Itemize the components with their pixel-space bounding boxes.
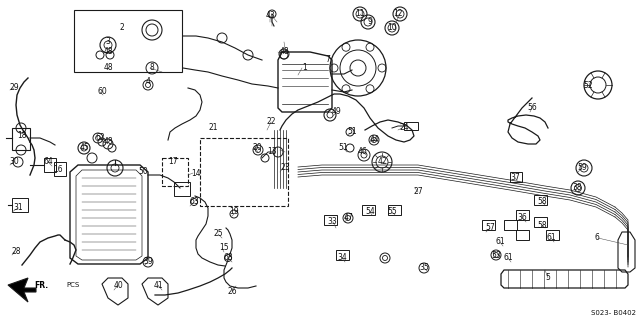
Text: 48: 48 <box>279 48 289 56</box>
Text: 20: 20 <box>252 144 262 152</box>
Text: 59: 59 <box>577 164 587 173</box>
Text: 39: 39 <box>143 257 153 266</box>
Text: 31: 31 <box>13 204 23 212</box>
Text: 3: 3 <box>106 38 111 47</box>
Text: 7: 7 <box>326 56 330 64</box>
Bar <box>174 182 190 196</box>
Text: FR.: FR. <box>34 280 48 290</box>
Text: 50: 50 <box>138 167 148 176</box>
Bar <box>482 220 495 230</box>
Text: 29: 29 <box>9 84 19 93</box>
Text: 46: 46 <box>358 147 368 157</box>
Bar <box>510 172 522 182</box>
Bar <box>12 128 30 150</box>
Text: 60: 60 <box>97 87 107 97</box>
Bar <box>362 205 375 215</box>
Text: 24: 24 <box>399 123 409 132</box>
Text: 45: 45 <box>79 144 89 152</box>
Text: 27: 27 <box>413 188 423 197</box>
Text: 55: 55 <box>387 207 397 217</box>
Text: 61: 61 <box>495 238 505 247</box>
Text: 6: 6 <box>595 234 600 242</box>
Bar <box>12 198 28 212</box>
Text: 37: 37 <box>510 174 520 182</box>
Text: 61: 61 <box>546 234 556 242</box>
Text: 53: 53 <box>491 250 501 259</box>
Text: 49: 49 <box>332 108 342 116</box>
Text: 8: 8 <box>150 63 154 72</box>
Text: PCS: PCS <box>66 282 79 288</box>
Text: 52: 52 <box>583 80 593 90</box>
Text: 51: 51 <box>338 144 348 152</box>
Text: 35: 35 <box>419 263 429 272</box>
Polygon shape <box>8 278 36 302</box>
Text: 38: 38 <box>572 183 582 192</box>
Text: 30: 30 <box>9 158 19 167</box>
Bar <box>44 158 56 172</box>
Text: 10: 10 <box>387 24 397 33</box>
Text: 17: 17 <box>168 158 178 167</box>
Text: 44: 44 <box>369 136 379 145</box>
Text: 16: 16 <box>53 166 63 174</box>
Text: 63: 63 <box>223 254 233 263</box>
Text: 40: 40 <box>113 280 123 290</box>
Text: 13: 13 <box>267 147 277 157</box>
Bar <box>388 205 401 215</box>
Text: 51: 51 <box>347 128 357 137</box>
Bar <box>404 122 418 130</box>
Text: 48: 48 <box>103 137 113 146</box>
Text: 48: 48 <box>103 48 113 56</box>
Text: 2: 2 <box>120 24 124 33</box>
Text: 64: 64 <box>43 158 53 167</box>
Text: 43: 43 <box>265 11 275 20</box>
Text: 5: 5 <box>545 273 550 283</box>
Bar <box>534 195 547 205</box>
Text: 57: 57 <box>485 224 495 233</box>
Text: 42: 42 <box>377 158 387 167</box>
Bar <box>534 217 547 227</box>
Text: 18: 18 <box>17 130 27 139</box>
Bar <box>516 230 529 240</box>
Text: 11: 11 <box>355 10 365 19</box>
Bar <box>200 138 288 206</box>
Text: 47: 47 <box>343 213 353 222</box>
Text: 4: 4 <box>145 78 150 86</box>
Text: 1: 1 <box>303 63 307 72</box>
Bar <box>162 158 188 186</box>
Text: 21: 21 <box>208 123 218 132</box>
Bar <box>546 230 559 240</box>
Text: 9: 9 <box>367 18 372 26</box>
Text: 26: 26 <box>227 287 237 296</box>
Text: 58: 58 <box>537 220 547 229</box>
Text: 12: 12 <box>393 10 403 19</box>
Text: 15: 15 <box>219 243 229 253</box>
Bar <box>74 10 182 72</box>
Text: 19: 19 <box>229 207 239 217</box>
Text: 48: 48 <box>103 63 113 72</box>
Text: 28: 28 <box>12 248 20 256</box>
Text: 34: 34 <box>337 254 347 263</box>
Text: 61: 61 <box>503 254 513 263</box>
Text: 62: 62 <box>95 133 105 143</box>
Text: S023- B0402: S023- B0402 <box>591 310 636 316</box>
Bar <box>336 250 349 260</box>
Text: 22: 22 <box>266 117 276 127</box>
Bar <box>54 162 66 176</box>
Text: 23: 23 <box>280 164 290 173</box>
Text: 58: 58 <box>537 197 547 206</box>
Bar <box>516 210 529 220</box>
Text: 33: 33 <box>327 218 337 226</box>
Text: 56: 56 <box>527 103 537 113</box>
Text: 54: 54 <box>365 207 375 217</box>
Bar <box>324 215 337 225</box>
Text: 25: 25 <box>213 229 223 239</box>
Text: 41: 41 <box>153 280 163 290</box>
Text: 14: 14 <box>191 168 201 177</box>
Bar <box>504 220 517 230</box>
Text: 36: 36 <box>517 213 527 222</box>
Text: 63: 63 <box>189 197 199 206</box>
